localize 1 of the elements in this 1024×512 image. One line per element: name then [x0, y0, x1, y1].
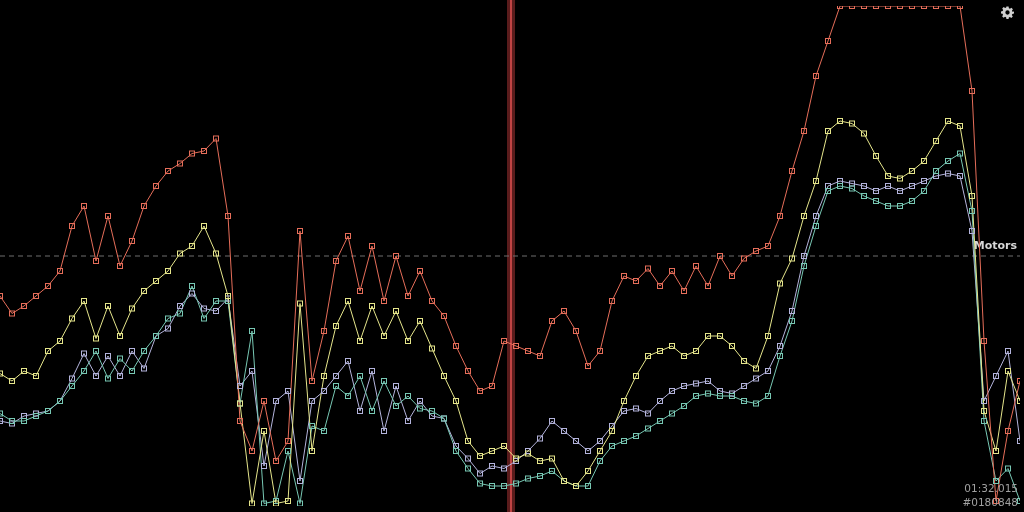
- annotation: #0180848: [962, 495, 1018, 509]
